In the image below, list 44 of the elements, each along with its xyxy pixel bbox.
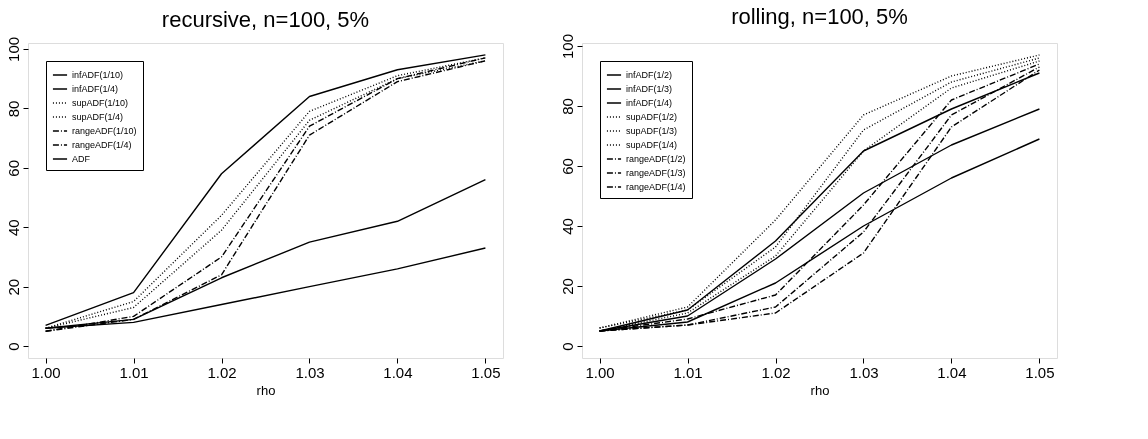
x-tick-label: 1.03 — [295, 363, 325, 381]
x-tick-label: 1.01 — [119, 363, 149, 381]
legend-label: rangeADF(1/2) — [626, 154, 686, 164]
legend-label: rangeADF(1/10) — [72, 126, 137, 136]
y-tick-label: 80 — [558, 98, 576, 115]
x-tick-label: 1.02 — [207, 363, 237, 381]
x-axis-title: rho — [256, 382, 276, 398]
y-tick-label: 60 — [558, 158, 576, 175]
y-tick-label: 100 — [558, 33, 576, 60]
legend-label: rangeADF(1/3) — [626, 168, 686, 178]
legend-label: infADF(1/3) — [626, 84, 673, 94]
y-tick-label: 100 — [4, 36, 22, 62]
y-tick-label: 40 — [558, 218, 576, 235]
y-tick-label: 40 — [4, 219, 22, 237]
y-tick-label: 0 — [558, 342, 576, 351]
x-axis-title: rho — [810, 382, 830, 398]
y-tick-label: 20 — [558, 278, 576, 295]
x-tick-label: 1.04 — [937, 363, 967, 381]
legend-label: infADF(1/2) — [626, 70, 673, 80]
x-tick-label: 1.00 — [31, 363, 61, 381]
y-tick-label: 80 — [4, 100, 22, 118]
y-tick-label: 20 — [4, 278, 22, 296]
x-tick-label: 1.05 — [1025, 363, 1055, 381]
legend-label: supADF(1/10) — [72, 98, 129, 108]
x-tick-label: 1.03 — [849, 363, 879, 381]
x-tick-label: 1.02 — [761, 363, 791, 381]
y-tick-label: 0 — [4, 342, 22, 351]
legend-label: rangeADF(1/4) — [72, 140, 132, 150]
legend-label: infADF(1/4) — [626, 98, 673, 108]
chart-title: rolling, n=100, 5% — [731, 4, 908, 30]
x-tick-label: 1.01 — [673, 363, 703, 381]
legend-label: supADF(1/3) — [626, 126, 678, 136]
chart-title: recursive, n=100, 5% — [161, 7, 370, 33]
x-tick-label: 1.00 — [585, 363, 615, 381]
legend-label: supADF(1/4) — [626, 140, 678, 150]
legend-label: supADF(1/4) — [72, 112, 124, 122]
x-tick-label: 1.04 — [383, 363, 413, 381]
y-tick-label: 60 — [4, 159, 22, 177]
legend-label: infADF(1/4) — [72, 84, 119, 94]
x-tick-label: 1.05 — [471, 363, 501, 381]
legend-label: infADF(1/10) — [72, 70, 124, 80]
legend-label: ADF — [72, 154, 91, 164]
legend-label: supADF(1/2) — [626, 112, 678, 122]
legend-label: rangeADF(1/4) — [626, 182, 686, 192]
